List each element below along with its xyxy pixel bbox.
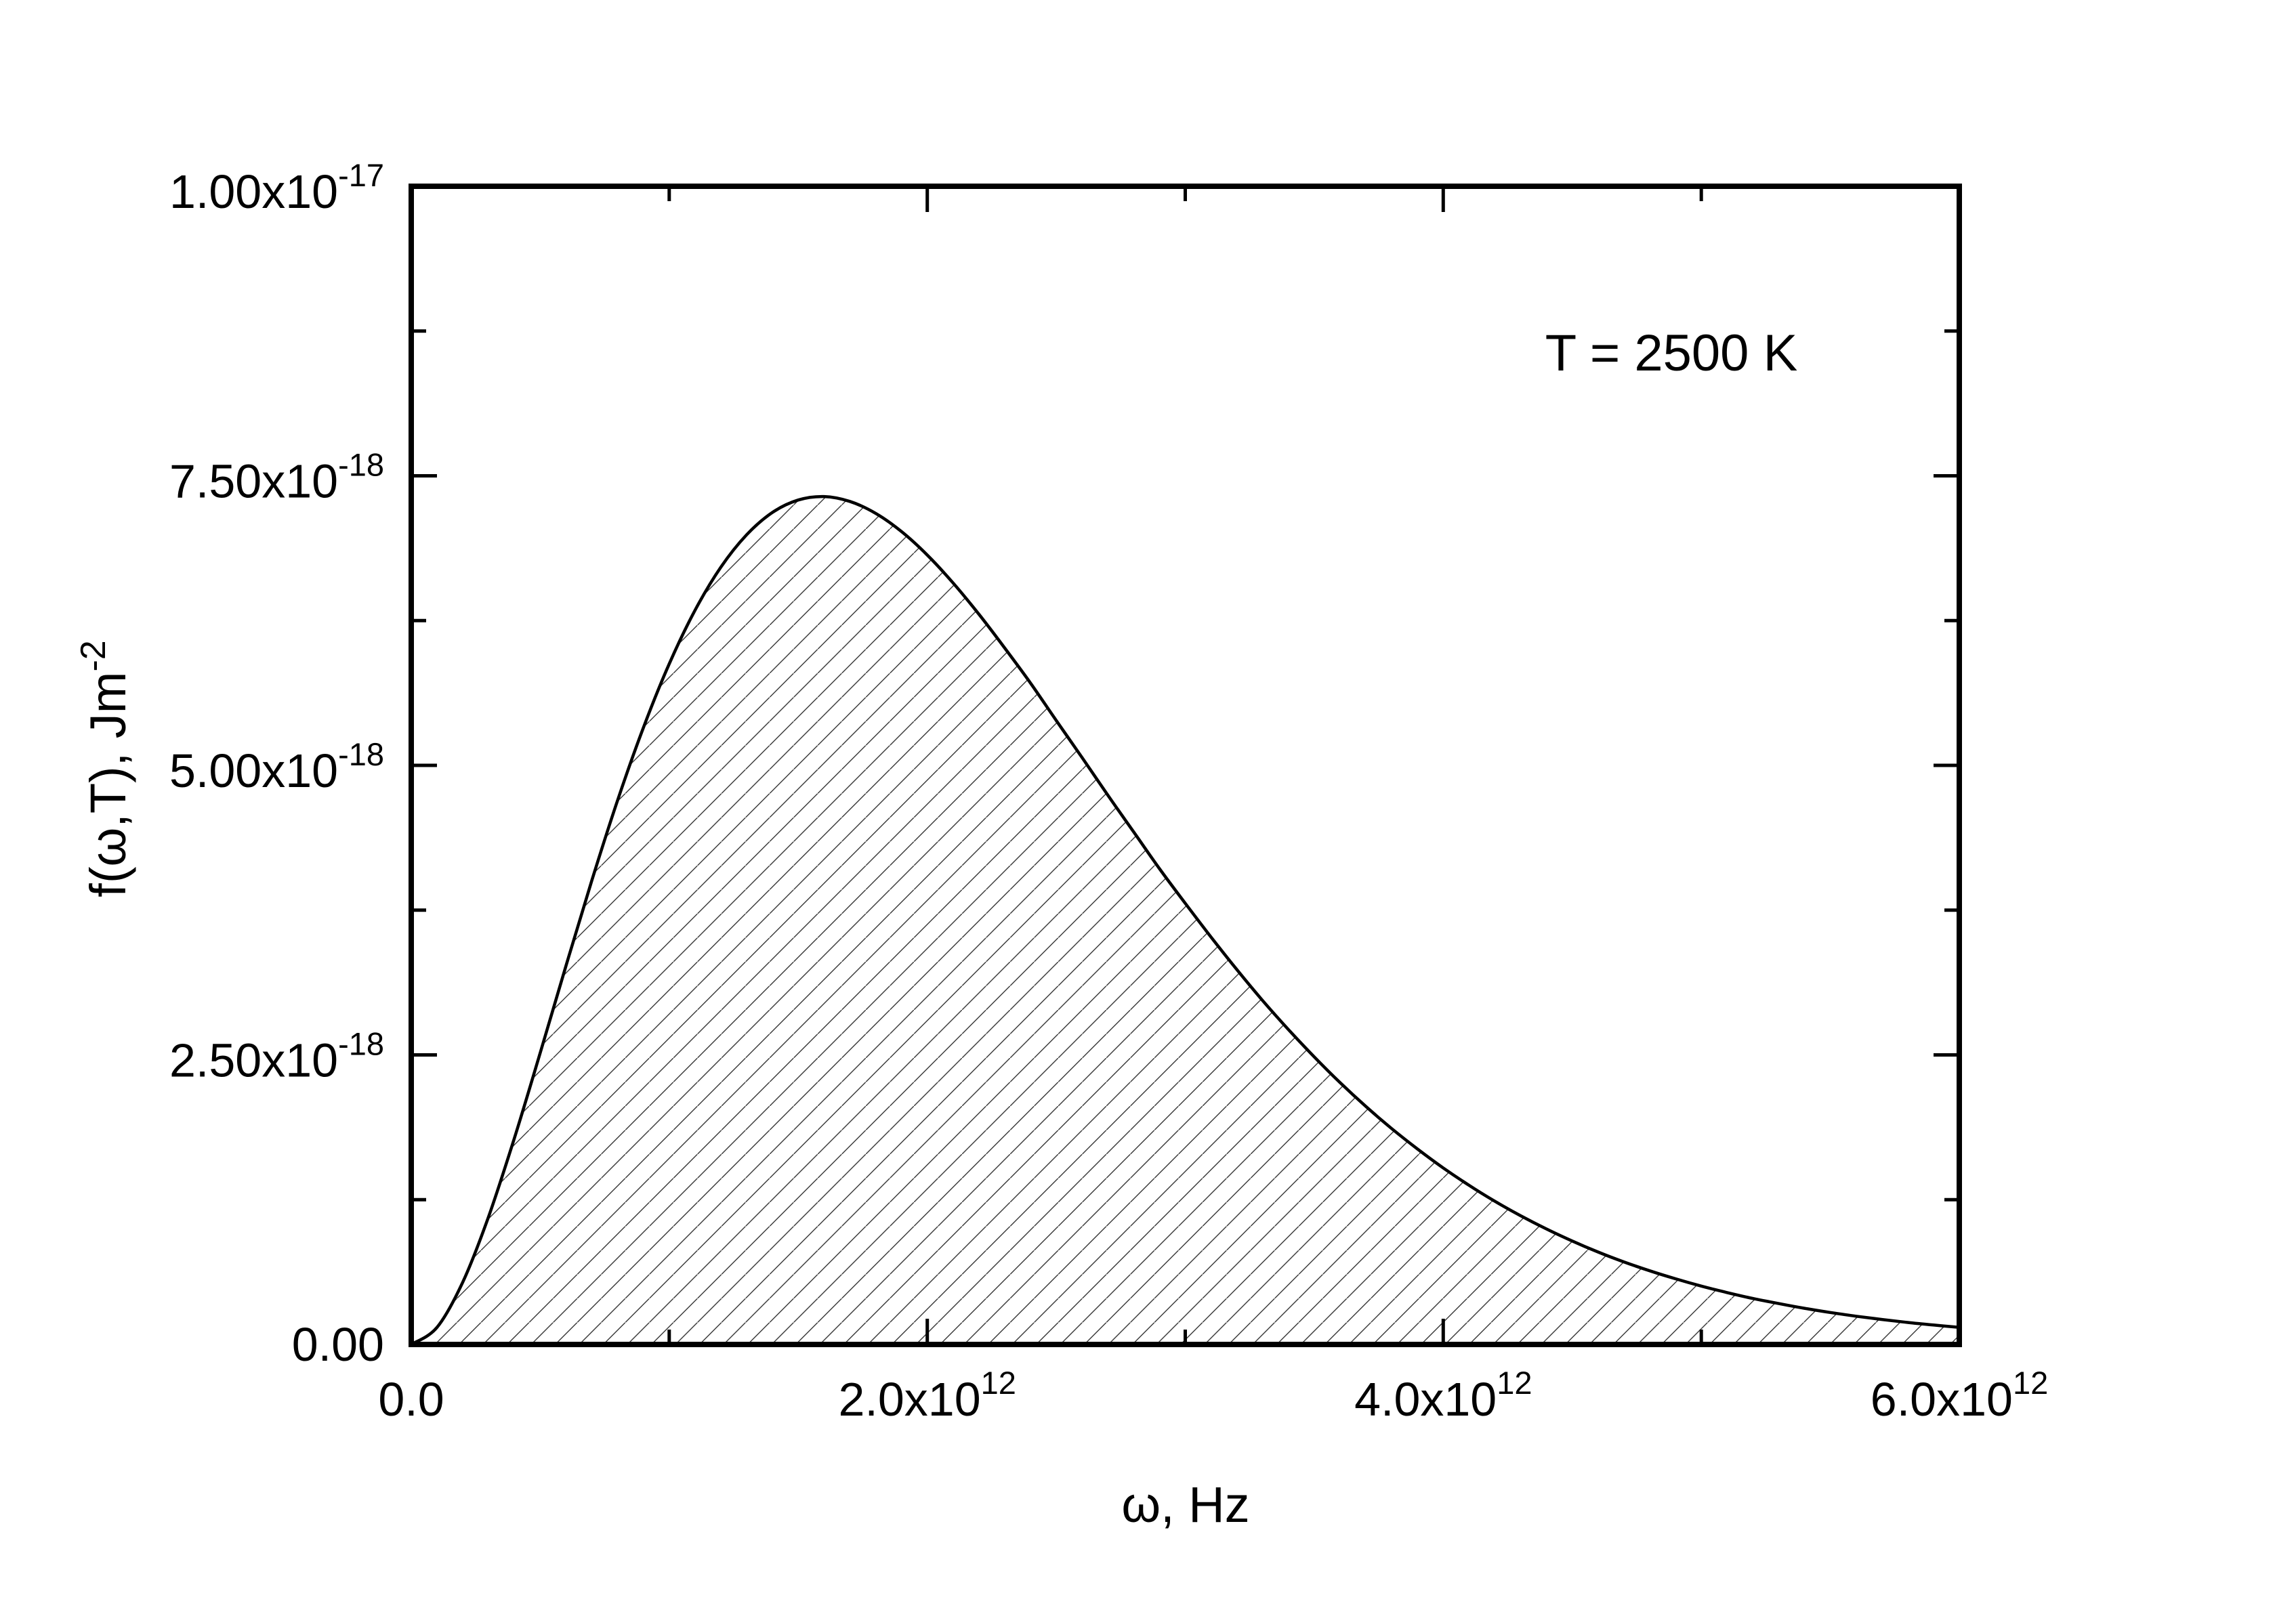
minor-ticks [411, 186, 1959, 1344]
y-tick-label: 7.50x10-18 [169, 447, 384, 508]
x-tick-label: 0.0 [378, 1373, 444, 1426]
x-tick-label: 6.0x1012 [1871, 1365, 2048, 1426]
x-axis-title: ω, Hz [1121, 1477, 1249, 1533]
y-axis-title: f(ω,T), Jm-2 [74, 640, 136, 897]
axis-ticks [411, 186, 1959, 1344]
major-ticks [411, 186, 1959, 1344]
hatched-area-under-curve [411, 496, 1959, 1345]
y-tick-label: 1.00x10-17 [169, 157, 384, 218]
temperature-annotation: T = 2500 K [1545, 324, 1798, 382]
y-tick-label: 2.50x10-18 [169, 1026, 384, 1087]
axis-tick-labels: 0.0 2.0x1012 4.0x1012 6.0x1012 0.00 2.50x10-1… [169, 157, 2048, 1426]
y-tick-label: 0.00 [292, 1318, 384, 1371]
x-tick-label: 2.0x1012 [838, 1365, 1016, 1426]
distribution-curve [410, 494, 1960, 1346]
x-tick-label: 4.0x1012 [1354, 1365, 1532, 1426]
y-tick-label: 5.00x10-18 [169, 736, 384, 797]
